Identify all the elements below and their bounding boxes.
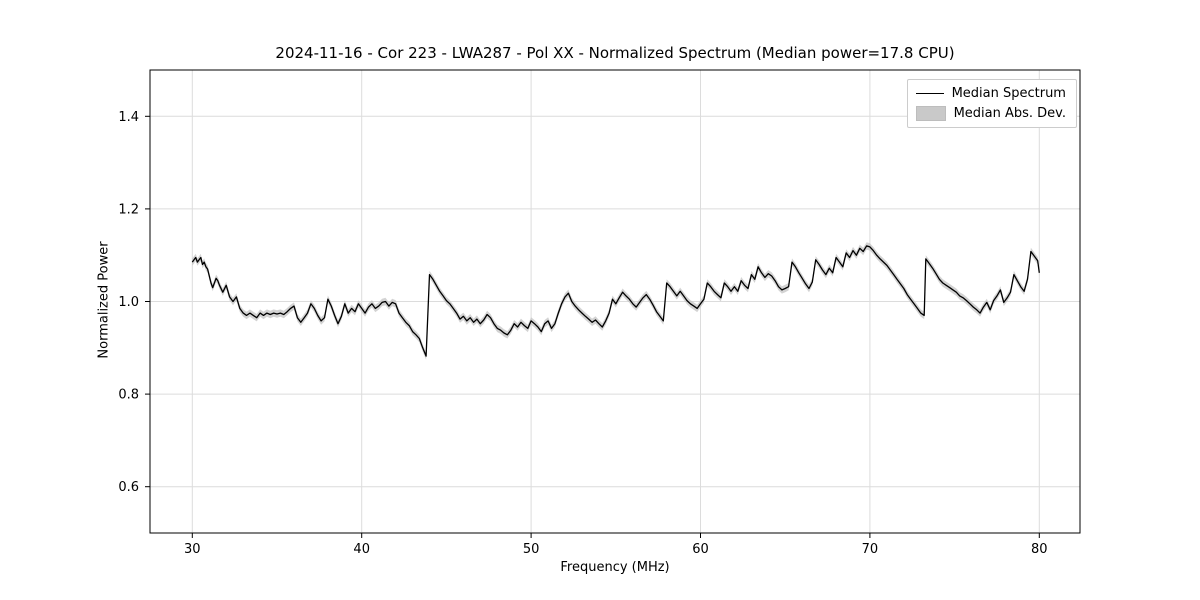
svg-text:30: 30 bbox=[184, 542, 201, 557]
svg-text:1.2: 1.2 bbox=[118, 202, 139, 217]
chart-title: 2024-11-16 - Cor 223 - LWA287 - Pol XX -… bbox=[275, 44, 955, 62]
legend-entry-median-abs-dev: Median Abs. Dev. bbox=[915, 106, 1066, 121]
svg-text:70: 70 bbox=[862, 542, 879, 557]
patch-sample-icon bbox=[915, 106, 946, 121]
svg-text:1.4: 1.4 bbox=[118, 110, 139, 125]
svg-text:0.8: 0.8 bbox=[118, 388, 139, 403]
y-axis-label: Normalized Power bbox=[96, 241, 112, 359]
x-axis-label: Frequency (MHz) bbox=[560, 560, 670, 575]
svg-text:1.0: 1.0 bbox=[118, 295, 139, 310]
svg-text:60: 60 bbox=[692, 542, 709, 557]
legend-label: Median Spectrum bbox=[951, 86, 1066, 101]
svg-text:80: 80 bbox=[1031, 542, 1048, 557]
legend: Median Spectrum Median Abs. Dev. bbox=[906, 79, 1077, 128]
svg-text:0.6: 0.6 bbox=[118, 480, 139, 495]
line-sample-icon bbox=[915, 93, 944, 94]
legend-label: Median Abs. Dev. bbox=[953, 106, 1066, 121]
legend-entry-median-spectrum: Median Spectrum bbox=[915, 86, 1066, 101]
svg-text:40: 40 bbox=[353, 542, 370, 557]
svg-text:50: 50 bbox=[523, 542, 540, 557]
